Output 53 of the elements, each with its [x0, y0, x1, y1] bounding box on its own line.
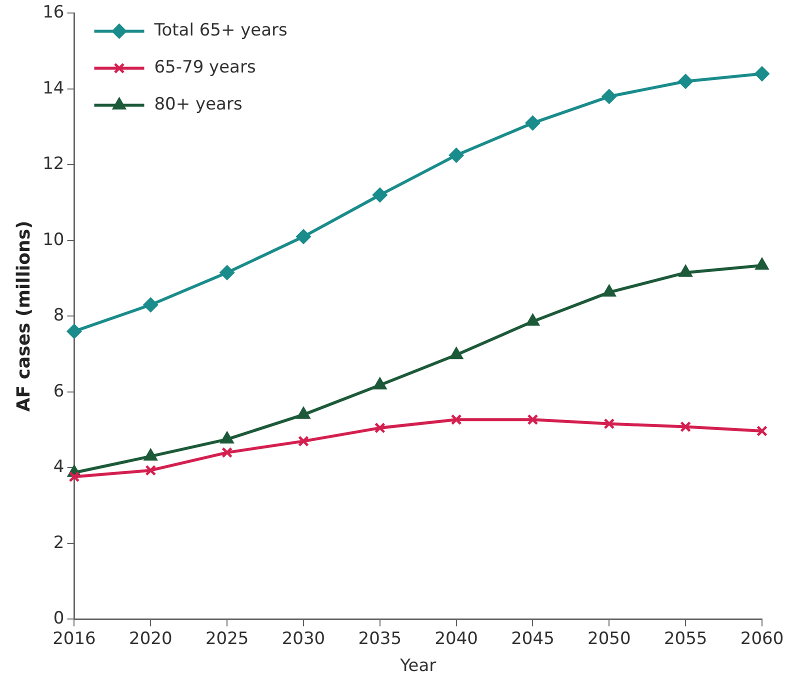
x-tick-label: 2040 [434, 628, 478, 649]
point [222, 447, 233, 458]
x-tick-label: 2016 [52, 628, 96, 649]
y-tick-label: 4 [53, 457, 64, 478]
point [525, 116, 540, 130]
point [220, 432, 234, 444]
x-tick-label: 2055 [664, 628, 708, 649]
y-tick-label: 10 [42, 230, 64, 250]
y-tick-label: 8 [53, 306, 64, 326]
point [449, 148, 464, 162]
legend-label: 65-79 years [154, 58, 256, 78]
x-tick-label: 2060 [740, 628, 784, 649]
point [145, 464, 156, 476]
point [298, 436, 309, 447]
point [373, 378, 386, 390]
legend-label: Total 65+ years [153, 20, 288, 41]
y-tick-label: 12 [42, 154, 64, 174]
point [756, 425, 768, 436]
point [527, 414, 538, 426]
y-tick-label: 6 [53, 381, 64, 402]
y-tick-label: 0 [53, 608, 64, 629]
point [66, 324, 82, 339]
y-tick-label: 14 [42, 78, 64, 98]
point [754, 66, 770, 82]
x-axis-title: Year [399, 656, 436, 676]
point [679, 265, 692, 277]
x-tick-label: 2050 [588, 628, 631, 649]
point [680, 421, 692, 432]
point [602, 285, 616, 297]
point [220, 265, 234, 280]
point [526, 314, 540, 326]
point [450, 414, 462, 426]
x-tick-label: 2045 [511, 628, 554, 649]
x-tick-label: 2035 [358, 628, 402, 649]
point [374, 422, 386, 434]
legend-label: 80+ years [154, 94, 242, 115]
y-tick-label: 2 [53, 532, 64, 553]
point [678, 74, 693, 89]
x-tick-label: 2025 [205, 628, 249, 649]
point [602, 89, 616, 104]
point [296, 229, 311, 244]
point [68, 471, 80, 482]
point [297, 407, 310, 419]
point [372, 188, 388, 202]
point [144, 449, 158, 461]
point [604, 418, 615, 430]
point [756, 258, 768, 270]
x-tick-label: 2030 [282, 628, 326, 649]
point [450, 348, 463, 360]
y-tick-label: 16 [42, 2, 64, 23]
point [143, 298, 158, 312]
y-axis-title: AF cases (millions) [13, 220, 34, 412]
x-tick-label: 2020 [129, 628, 172, 649]
